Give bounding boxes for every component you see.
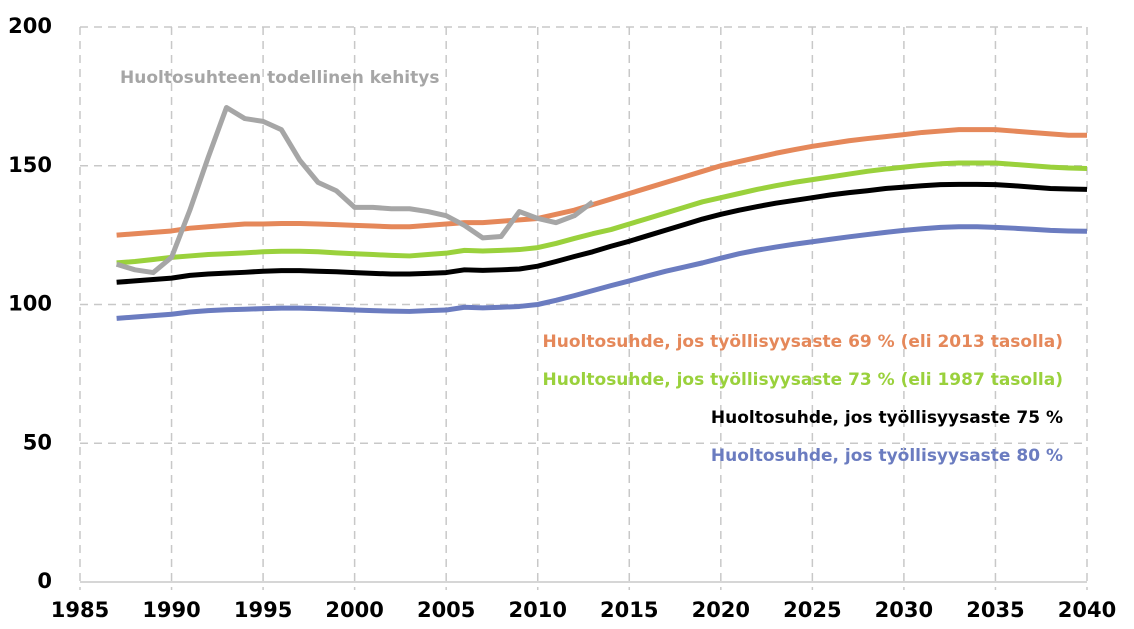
line [116, 224, 1088, 321]
x-tick-label: 2000 [325, 598, 383, 622]
x-tick-label: 2030 [875, 598, 933, 622]
x-tick-label: 2040 [1058, 598, 1116, 622]
x-tick-label: 2010 [509, 598, 567, 622]
line [116, 181, 1088, 285]
x-tick-label: 1990 [142, 598, 200, 622]
y-tick-label: 0 [37, 569, 52, 593]
y-tick-label: 150 [8, 153, 52, 177]
x-tick-label: 2020 [692, 598, 750, 622]
x-tick-label: 2015 [600, 598, 658, 622]
x-tick-label: 2025 [783, 598, 841, 622]
x-tick-label: 1985 [51, 598, 109, 622]
y-tick-label: 100 [8, 292, 52, 316]
x-tick-label: 1995 [234, 598, 292, 622]
series-label: Huoltosuhde, jos työllisyysaste 80 % [711, 446, 1063, 466]
series-label: Huoltosuhde, jos työllisyysaste 73 % (el… [543, 370, 1063, 390]
line [116, 160, 1088, 266]
x-tick-label: 2035 [966, 598, 1024, 622]
y-tick-label: 200 [8, 14, 52, 38]
series-label: Huoltosuhteen todellinen kehitys [120, 68, 439, 88]
series-label: Huoltosuhde, jos työllisyysaste 69 % (el… [543, 332, 1063, 352]
line [115, 104, 595, 276]
x-tick-label: 2005 [417, 598, 475, 622]
y-tick-label: 50 [23, 430, 52, 454]
line [116, 127, 1087, 238]
series-label: Huoltosuhde, jos työllisyysaste 75 % [711, 408, 1063, 428]
